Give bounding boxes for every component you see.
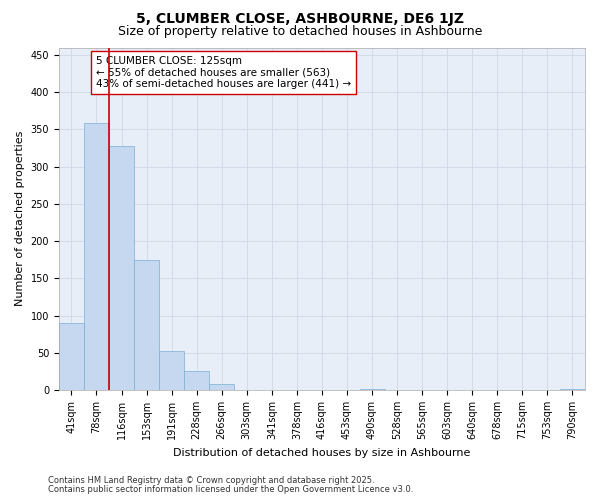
Text: Size of property relative to detached houses in Ashbourne: Size of property relative to detached ho… bbox=[118, 25, 482, 38]
Bar bbox=[560, 388, 585, 390]
Bar bbox=[109, 146, 134, 390]
Text: Contains public sector information licensed under the Open Government Licence v3: Contains public sector information licen… bbox=[48, 485, 413, 494]
Bar bbox=[159, 352, 184, 390]
Bar bbox=[84, 124, 109, 390]
Text: 5 CLUMBER CLOSE: 125sqm
← 55% of detached houses are smaller (563)
43% of semi-d: 5 CLUMBER CLOSE: 125sqm ← 55% of detache… bbox=[96, 56, 351, 90]
X-axis label: Distribution of detached houses by size in Ashbourne: Distribution of detached houses by size … bbox=[173, 448, 470, 458]
Bar bbox=[59, 323, 84, 390]
Bar bbox=[134, 260, 159, 390]
Bar bbox=[209, 384, 234, 390]
Bar bbox=[184, 372, 209, 390]
Y-axis label: Number of detached properties: Number of detached properties bbox=[15, 131, 25, 306]
Text: 5, CLUMBER CLOSE, ASHBOURNE, DE6 1JZ: 5, CLUMBER CLOSE, ASHBOURNE, DE6 1JZ bbox=[136, 12, 464, 26]
Text: Contains HM Land Registry data © Crown copyright and database right 2025.: Contains HM Land Registry data © Crown c… bbox=[48, 476, 374, 485]
